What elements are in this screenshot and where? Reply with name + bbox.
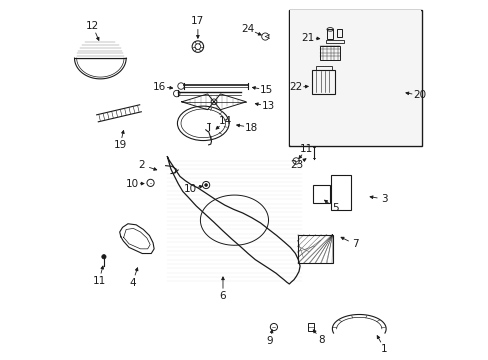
- Bar: [297, 234, 332, 263]
- Text: 7: 7: [351, 239, 358, 249]
- Bar: [289, 10, 421, 145]
- Bar: [336, 30, 341, 37]
- Bar: [330, 175, 351, 211]
- Text: 3: 3: [381, 194, 387, 204]
- Text: 4: 4: [129, 278, 136, 288]
- Text: 20: 20: [412, 90, 426, 100]
- Text: 10: 10: [183, 184, 196, 194]
- Text: 1: 1: [381, 344, 387, 354]
- Bar: [311, 69, 335, 94]
- Text: 14: 14: [218, 116, 231, 126]
- Text: 5: 5: [331, 203, 338, 213]
- Text: 23: 23: [290, 159, 303, 170]
- Text: 19: 19: [113, 140, 126, 150]
- Text: 17: 17: [191, 17, 204, 27]
- Text: 21: 21: [301, 32, 314, 42]
- Text: 16: 16: [153, 81, 166, 91]
- Text: 22: 22: [288, 82, 302, 93]
- Text: 24: 24: [241, 24, 254, 34]
- Circle shape: [102, 255, 106, 259]
- Text: 18: 18: [244, 122, 258, 132]
- Bar: [326, 30, 333, 40]
- Text: 13: 13: [261, 101, 274, 111]
- Bar: [308, 323, 313, 330]
- Text: 11: 11: [300, 144, 313, 154]
- Text: 6: 6: [219, 291, 226, 301]
- Text: 10: 10: [126, 179, 139, 189]
- Text: 8: 8: [317, 334, 324, 345]
- Circle shape: [204, 184, 207, 186]
- Bar: [325, 40, 344, 43]
- Text: 2: 2: [139, 160, 145, 170]
- Text: 9: 9: [265, 336, 272, 346]
- Bar: [315, 66, 331, 69]
- Text: 15: 15: [260, 85, 273, 95]
- Text: 12: 12: [86, 21, 99, 31]
- Text: 11: 11: [92, 276, 105, 286]
- Bar: [312, 185, 329, 203]
- Bar: [289, 10, 421, 146]
- Bar: [319, 45, 339, 60]
